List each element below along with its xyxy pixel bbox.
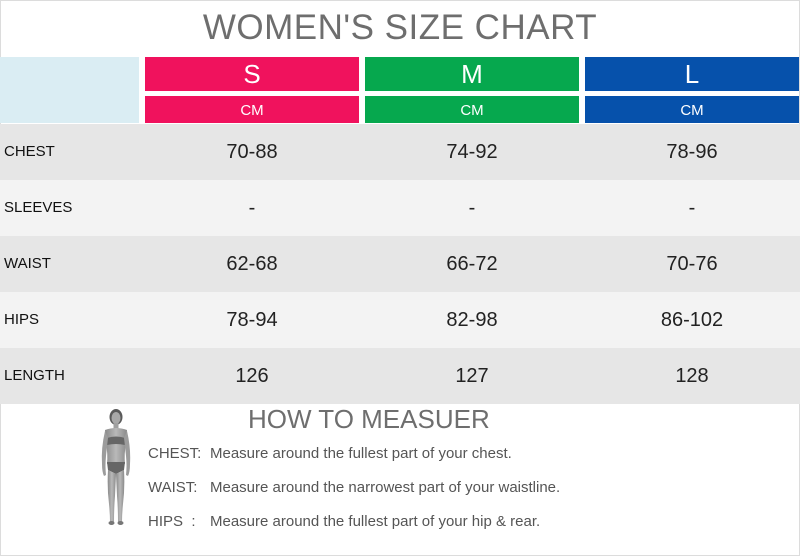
table-cell: 78-94 <box>226 309 278 331</box>
measure-text: Measure around the fullest part of your … <box>210 445 512 462</box>
unit-header-m: CM <box>365 96 579 123</box>
measure-label: HIPS : <box>148 513 196 530</box>
unit-header-l: CM <box>585 96 799 123</box>
table-row-hips: HIPS 78-94 82-98 86-102 <box>0 292 800 348</box>
table-cell: 126 <box>235 365 269 387</box>
measure-item-waist: WAIST: Measure around the narrowest part … <box>148 479 560 496</box>
size-header-m: M <box>365 57 579 91</box>
measure-item-hips: HIPS : Measure around the fullest part of… <box>148 513 540 530</box>
unit-header-s: CM <box>145 96 359 123</box>
table-cell: 62-68 <box>226 253 278 275</box>
table-cell: 86-102 <box>660 309 724 331</box>
table-row-length: LENGTH 126 127 128 <box>0 348 800 404</box>
table-cell: 78-96 <box>666 141 718 163</box>
measure-text: Measure around the fullest part of your … <box>210 513 541 530</box>
table-row-sleeves: SLEEVES - - - <box>0 180 800 236</box>
table-cell: 70-88 <box>226 141 278 163</box>
table-cell: 74-92 <box>446 141 498 163</box>
row-label: SLEEVES <box>4 199 73 216</box>
table-row-waist: WAIST 62-68 66-72 70-76 <box>0 236 800 292</box>
table-cell: - <box>688 197 696 219</box>
measure-text: Measure around the narrowest part of you… <box>210 479 561 496</box>
how-to-measure-title: HOW TO MEASUER <box>248 404 490 434</box>
table-cell: - <box>468 197 476 219</box>
header-corner <box>0 57 139 123</box>
measure-item-chest: CHEST: Measure around the fullest part of… <box>148 445 512 462</box>
table-cell: 70-76 <box>666 253 718 275</box>
row-label: CHEST <box>4 143 55 160</box>
size-header-l: L <box>585 57 799 91</box>
table-cell: 128 <box>675 365 709 387</box>
table-cell: 66-72 <box>446 253 498 275</box>
row-label: HIPS <box>4 311 40 328</box>
size-header-s: S <box>145 57 359 91</box>
woman-silhouette-icon <box>101 409 131 525</box>
row-label: LENGTH <box>4 367 65 384</box>
table-cell: 127 <box>455 365 489 387</box>
table-row-chest: CHEST 70-88 74-92 78-96 <box>0 124 800 180</box>
measure-label: CHEST: <box>148 445 202 462</box>
row-label: WAIST <box>4 255 51 272</box>
table-cell: 82-98 <box>446 309 498 331</box>
page-title: WOMEN'S SIZE CHART <box>202 8 598 47</box>
measure-label: WAIST: <box>148 479 198 496</box>
table-cell: - <box>248 197 256 219</box>
